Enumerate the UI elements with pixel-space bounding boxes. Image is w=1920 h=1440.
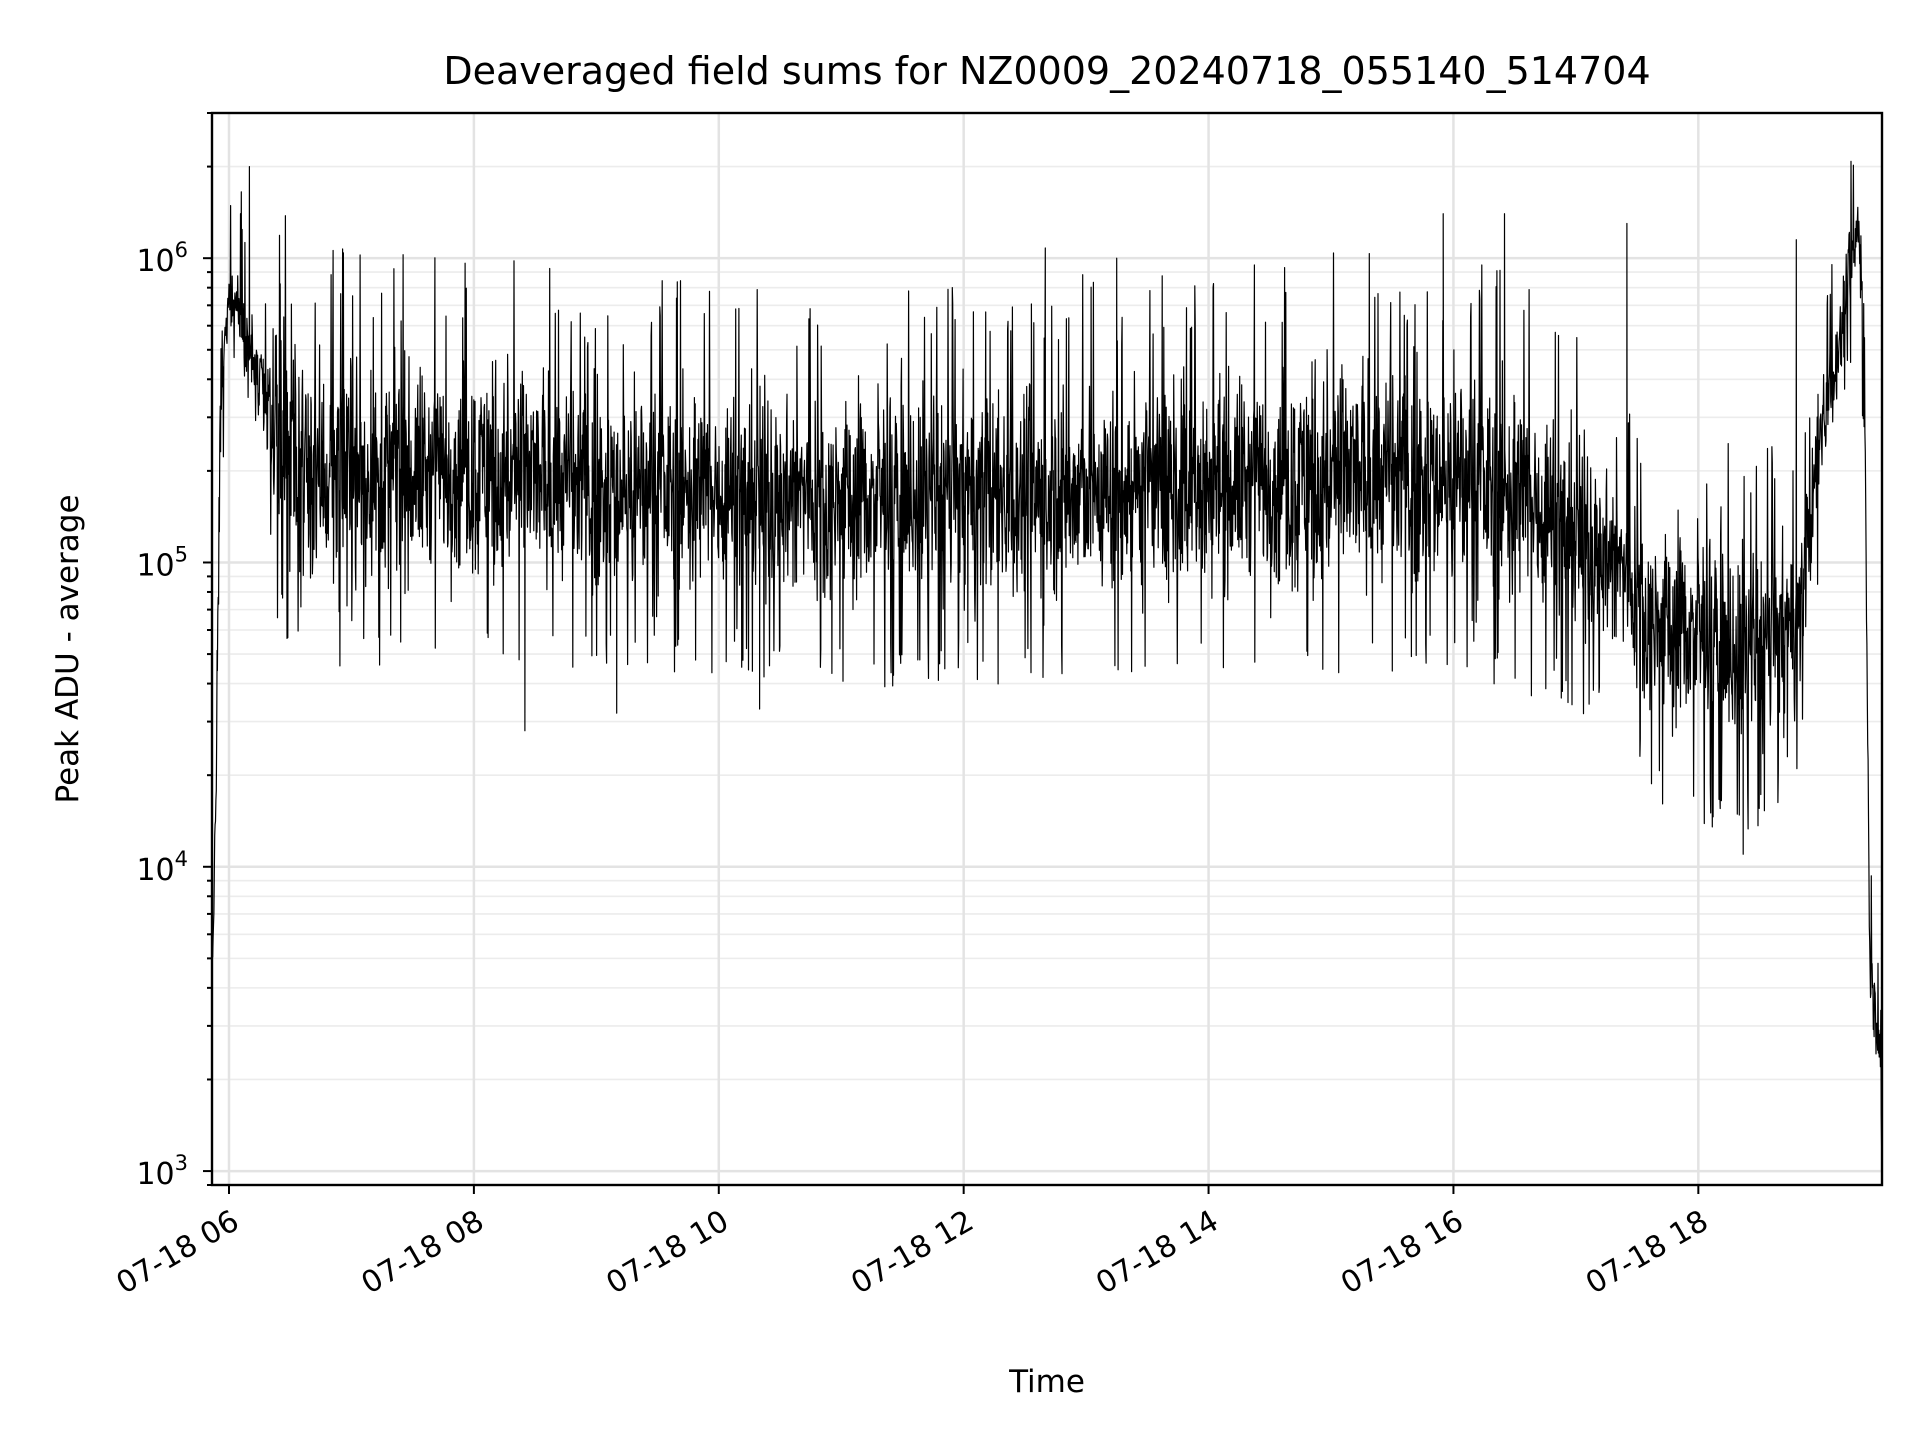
x-axis-label: Time (1008, 1364, 1085, 1400)
y-tick-label: 104 (136, 847, 188, 888)
chart-title: Deaveraged field sums for NZ0009_2024071… (443, 49, 1650, 93)
series-line (212, 160, 1882, 1147)
y-axis-label: Peak ADU - average (50, 494, 86, 803)
y-tick-label-base: 10 (136, 853, 174, 888)
plot-frame (210, 111, 1884, 1187)
y-tick-label: 106 (136, 238, 188, 279)
y-tick-label-exponent: 6 (175, 238, 188, 262)
y-tick-label-base: 10 (136, 1157, 174, 1192)
y-tick-label-exponent: 5 (175, 542, 188, 566)
y-tick-label-exponent: 4 (175, 847, 188, 871)
y-tick-label-exponent: 3 (175, 1151, 188, 1175)
y-tick-label: 105 (136, 542, 188, 583)
y-tick-label-base: 10 (136, 244, 174, 279)
y-tick-label-base: 10 (136, 548, 174, 583)
y-tick-label: 103 (136, 1151, 188, 1192)
plot-area (212, 160, 1882, 1147)
